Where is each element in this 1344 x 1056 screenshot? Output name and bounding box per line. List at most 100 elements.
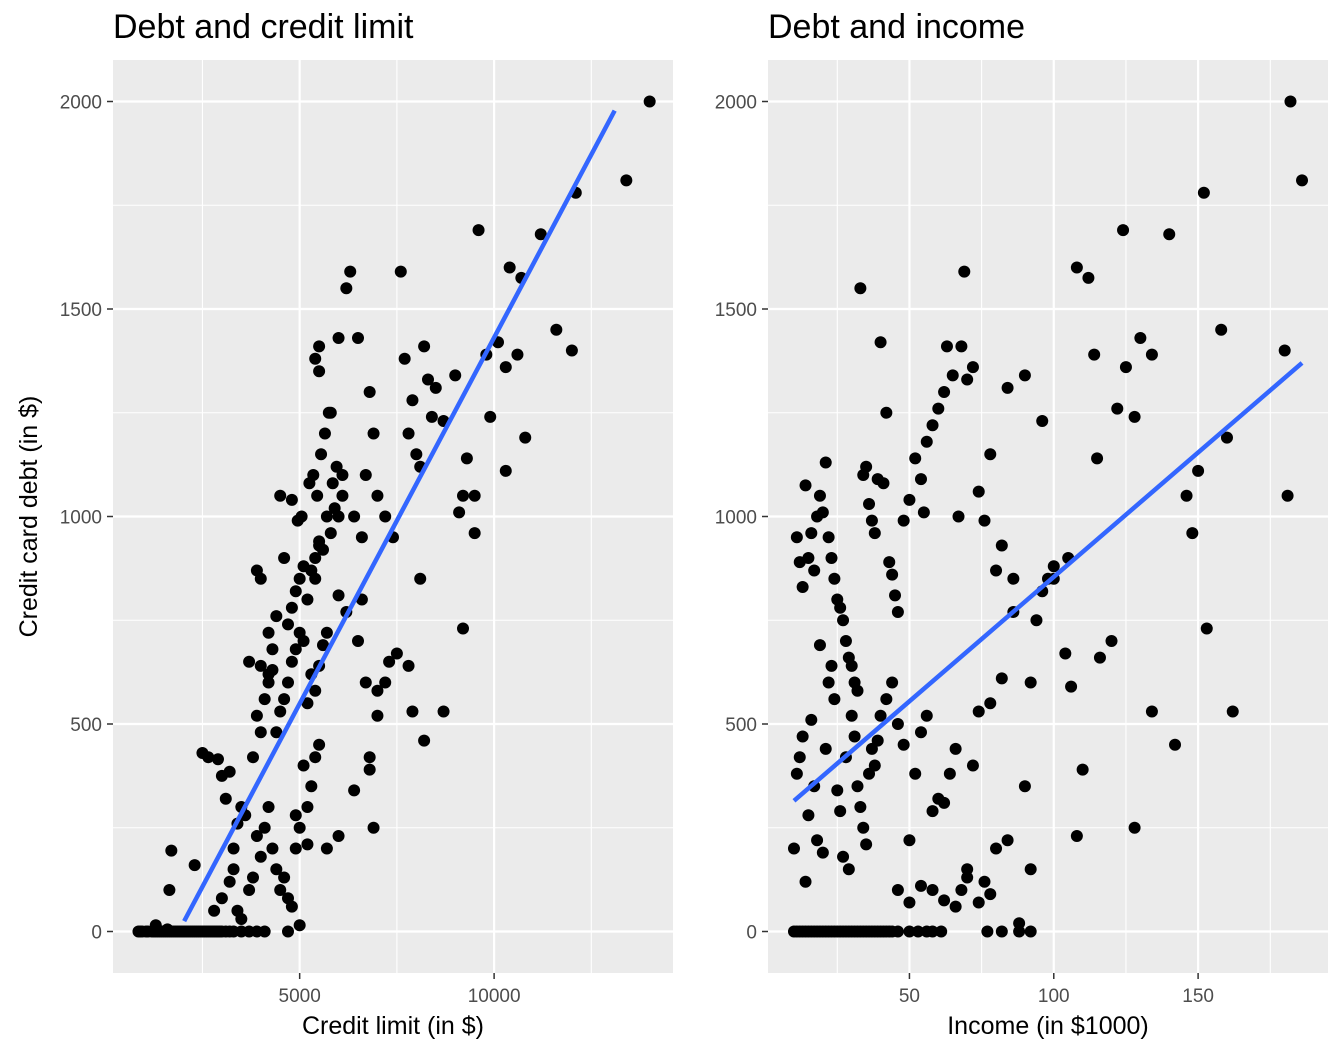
data-point [371,684,384,697]
data-point [262,676,275,689]
data-point [270,726,283,739]
data-point [165,844,178,857]
data-point [1093,651,1106,664]
data-point [972,896,985,909]
trend-line [182,109,617,923]
data-point [955,884,968,896]
data-point [254,850,267,863]
data-point [359,676,372,689]
data-point [811,834,824,847]
data-point [519,431,532,444]
data-point [643,95,656,108]
data-point [995,672,1008,685]
data-point [332,830,345,843]
data-point [311,489,324,502]
data-point [371,489,384,502]
x-tick-label: 150 [1182,986,1214,1007]
data-point [958,265,971,278]
data-point [914,879,927,892]
data-point [534,228,547,241]
data-point [297,635,310,647]
data-point [363,763,376,776]
data-point [874,336,887,349]
data-point [1105,635,1118,647]
data-point [250,709,263,722]
data-point [317,639,329,652]
data-point [297,759,310,772]
data-point [344,265,357,278]
data-point [874,709,887,722]
data-point [813,639,826,652]
data-point [274,705,287,718]
data-point [825,659,838,672]
data-point [258,693,271,706]
data-point [1278,344,1291,357]
data-point [278,693,291,706]
data-point [223,765,236,778]
data-point [926,419,939,432]
y-tick-label: 1000 [60,508,102,529]
data-point [883,556,896,569]
data-point [848,730,861,743]
data-point [851,684,864,697]
data-point [307,469,320,481]
data-point [348,510,361,523]
data-point [802,809,815,822]
data-point [868,759,881,772]
data-point [845,709,858,722]
data-point [842,863,855,876]
data-point [1036,415,1049,428]
data-point [1186,527,1199,540]
data-point [318,427,331,440]
data-point [1281,489,1294,502]
data-point [355,531,368,544]
data-point [891,605,904,618]
data-point [274,884,287,896]
data-point [871,734,884,747]
data-point [825,552,838,564]
data-point [932,402,945,415]
data-point [457,622,469,635]
data-point [790,767,803,780]
data-point [208,904,221,917]
data-point [270,863,283,876]
data-point [363,751,376,764]
data-point [293,572,306,585]
data-point [301,697,314,710]
data-point [880,693,893,706]
data-point [978,875,991,888]
data-point [854,282,867,295]
data-point [379,510,392,523]
data-point [805,713,818,726]
data-point [828,572,841,585]
data-point [332,589,345,602]
data-point [1145,348,1158,361]
data-point [247,871,259,884]
data-point [301,838,314,851]
y-tick-label: 500 [725,715,757,736]
data-point [313,539,326,552]
data-point [289,585,302,598]
data-point [889,589,902,602]
data-point [834,601,847,614]
trend-line [792,361,1304,803]
data-point [418,340,431,353]
data-point [293,821,306,834]
data-point [851,780,864,793]
data-point [309,552,322,564]
data-point [1111,402,1124,415]
data-point [816,846,829,859]
data-point [163,884,176,896]
data-point [886,676,899,689]
data-point [1070,261,1083,274]
data-point [418,734,431,747]
data-point [863,498,876,511]
data-point [285,655,298,668]
data-point [1024,925,1037,938]
data-point [227,842,240,855]
data-point [909,767,922,780]
data-point [978,514,991,527]
data-point [449,369,462,382]
data-point [1076,763,1089,776]
